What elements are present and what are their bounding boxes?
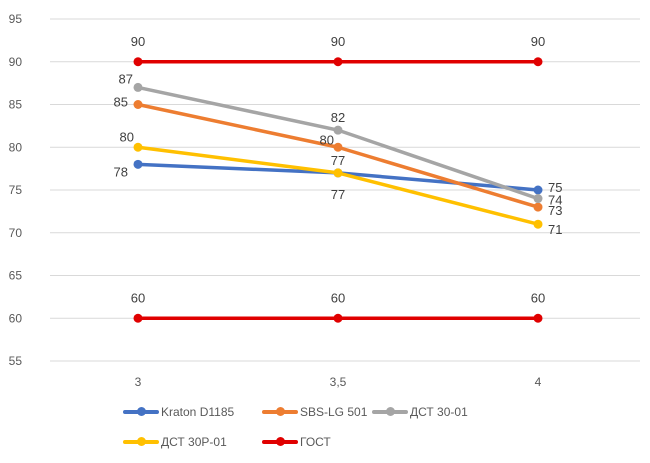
data-point <box>133 100 143 109</box>
legend-label: ДСТ 30-01 <box>410 405 468 419</box>
data-point <box>333 125 343 135</box>
legend-marker-dot <box>386 407 395 416</box>
data-point <box>133 82 143 92</box>
data-point <box>133 57 143 67</box>
y-tick-label: 65 <box>9 269 23 283</box>
data-label: 71 <box>548 222 562 237</box>
data-point <box>333 57 343 67</box>
legend-marker <box>372 407 408 416</box>
data-point <box>533 219 543 229</box>
data-label: 87 <box>119 71 133 86</box>
legend-marker <box>123 437 159 446</box>
data-label: 77 <box>331 153 345 168</box>
y-tick-label: 90 <box>9 55 23 69</box>
data-label: 78 <box>114 164 128 179</box>
legend-item: ДСТ 30-01 <box>372 405 468 419</box>
data-point <box>133 142 143 152</box>
legend-marker-dot <box>137 407 146 416</box>
legend-label: ГОСТ <box>300 435 331 449</box>
legend-item: ГОСТ <box>262 435 331 449</box>
legend-marker-dot <box>137 437 146 446</box>
data-label: 85 <box>114 95 128 110</box>
legend-label: ДСТ 30Р-01 <box>161 435 227 449</box>
x-tick-label: 4 <box>535 375 542 389</box>
data-point <box>333 142 343 152</box>
data-label: 90 <box>331 34 345 49</box>
data-point <box>533 185 543 195</box>
data-label: 73 <box>548 203 562 218</box>
y-tick-label: 95 <box>9 12 23 26</box>
legend-marker <box>123 407 159 416</box>
legend-label: Kraton D1185 <box>161 405 235 419</box>
legend-item: SBS-LG 501 <box>262 405 367 419</box>
data-label: 60 <box>531 290 545 305</box>
legend-marker-dot <box>276 407 285 416</box>
y-tick-label: 80 <box>9 140 23 154</box>
data-label: 77 <box>331 187 345 202</box>
data-point <box>533 202 543 212</box>
data-point <box>533 313 543 323</box>
data-label: 60 <box>331 290 345 305</box>
data-label: 80 <box>120 129 134 144</box>
data-point <box>333 168 343 178</box>
x-tick-label: 3 <box>135 375 142 389</box>
legend-item: ДСТ 30Р-01 <box>123 435 227 449</box>
data-label: 82 <box>331 110 345 125</box>
data-point <box>533 57 543 67</box>
data-point <box>533 194 543 204</box>
y-tick-label: 60 <box>9 311 23 325</box>
data-point <box>133 313 143 323</box>
data-point <box>133 159 143 169</box>
data-label: 80 <box>320 132 334 147</box>
y-tick-label: 75 <box>9 183 23 197</box>
legend-label: SBS-LG 501 <box>300 405 368 419</box>
legend-marker-dot <box>276 437 285 446</box>
data-label: 75 <box>548 180 562 195</box>
data-label: 74 <box>548 193 562 208</box>
y-tick-label: 85 <box>9 98 23 112</box>
data-label: 90 <box>531 34 545 49</box>
y-tick-label: 70 <box>9 226 23 240</box>
legend-marker <box>262 407 298 416</box>
data-point <box>333 313 343 323</box>
legend-item: Kraton D1185 <box>123 405 234 419</box>
x-tick-label: 3,5 <box>330 375 347 389</box>
data-label: 90 <box>131 34 145 49</box>
y-tick-label: 55 <box>9 354 23 368</box>
data-label: 60 <box>131 290 145 305</box>
legend-marker <box>262 437 298 446</box>
